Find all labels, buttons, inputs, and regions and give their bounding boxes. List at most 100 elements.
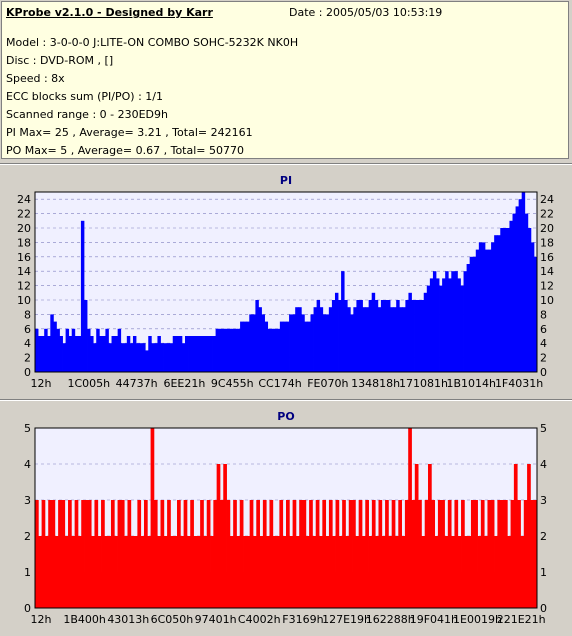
- pi-bar: [148, 336, 152, 372]
- scan-date: Date : 2005/05/03 10:53:19: [289, 6, 443, 19]
- po-bar: [68, 500, 72, 608]
- pi-bar: [117, 328, 122, 372]
- po-bar: [110, 500, 115, 608]
- pi-bar: [414, 300, 419, 372]
- pi-bar: [240, 321, 244, 372]
- pi-bar: [371, 292, 376, 372]
- po-x-tick-label: 6C050h: [151, 613, 194, 626]
- pi-bar: [77, 336, 82, 372]
- pi-y-tick-label-right: 2: [540, 352, 547, 365]
- po-bar: [226, 500, 231, 608]
- pi-bar: [387, 300, 391, 372]
- pi-bar: [249, 314, 253, 372]
- po-bar: [513, 464, 518, 608]
- pi-y-tick-label-right: 6: [540, 323, 547, 336]
- pi-bar: [212, 336, 216, 372]
- pi-bar: [163, 343, 168, 372]
- pi-bar: [344, 300, 348, 372]
- pi-bar: [439, 285, 443, 372]
- po-bar: [299, 500, 303, 608]
- po-bar: [101, 500, 105, 608]
- pi-bar: [484, 249, 489, 372]
- pi-y-tick-label-left: 18: [17, 236, 31, 249]
- pi-bar: [286, 321, 290, 372]
- po-stats-line: PO Max= 5 , Average= 0.67 , Total= 50770: [6, 144, 244, 157]
- pi-bar: [188, 336, 192, 372]
- pi-bar: [331, 300, 336, 372]
- po-bar: [342, 500, 346, 608]
- pi-bar: [184, 336, 189, 372]
- pi-bar: [237, 328, 241, 372]
- pi-bar: [206, 336, 210, 372]
- po-bar: [533, 500, 538, 608]
- po-bar: [269, 500, 274, 608]
- po-bar: [309, 500, 313, 608]
- pi-y-tick-label-right: 0: [540, 366, 547, 379]
- po-bar: [490, 500, 495, 608]
- pi-bar: [194, 336, 198, 372]
- po-bar: [239, 500, 244, 608]
- po-bar: [424, 500, 429, 608]
- pi-bar: [114, 336, 119, 372]
- po-y-tick-label-left: 4: [24, 458, 31, 471]
- pi-bar: [503, 228, 507, 372]
- pi-bar: [218, 328, 223, 372]
- po-x-tick-label: F3169h: [282, 613, 323, 626]
- pi-bar: [396, 300, 400, 372]
- pi-y-tick-label-right: 22: [540, 208, 554, 221]
- pi-bar: [475, 249, 480, 372]
- pi-bar: [524, 213, 529, 372]
- pi-bar: [62, 343, 67, 372]
- po-bar: [87, 500, 92, 608]
- po-bar: [219, 500, 224, 608]
- pi-bar: [328, 307, 333, 372]
- pi-bar: [154, 343, 158, 372]
- pi-bar: [402, 307, 406, 372]
- pi-bar: [316, 300, 321, 372]
- pi-bar: [383, 300, 388, 372]
- po-bar: [441, 500, 445, 608]
- pi-bar: [233, 328, 238, 372]
- po-bar: [223, 464, 227, 608]
- pi-bar: [518, 199, 523, 372]
- po-bar: [137, 500, 142, 608]
- pi-bar: [310, 314, 314, 372]
- po-bar: [527, 464, 531, 608]
- pi-bar: [181, 343, 186, 372]
- po-bar: [256, 500, 260, 608]
- pi-bar: [136, 343, 140, 372]
- pi-bar: [172, 336, 177, 372]
- po-bar: [378, 500, 383, 608]
- po-bar: [48, 500, 52, 608]
- pi-bar: [393, 307, 397, 372]
- po-bar: [213, 500, 218, 608]
- po-y-tick-label-right: 0: [540, 602, 547, 615]
- pi-bar: [145, 350, 149, 372]
- pi-y-tick-label-right: 16: [540, 251, 554, 264]
- po-bar: [418, 500, 422, 608]
- pi-x-tick-label: 171081h: [399, 377, 448, 390]
- po-y-tick-label-left: 1: [24, 566, 31, 579]
- po-bar: [437, 500, 442, 608]
- po-bar: [81, 500, 85, 608]
- pi-bar: [41, 336, 45, 372]
- pi-y-tick-label-right: 10: [540, 294, 554, 307]
- po-bar: [233, 500, 237, 608]
- pi-y-tick-label-left: 6: [24, 323, 31, 336]
- pi-y-tick-label-left: 24: [17, 193, 31, 206]
- ecc-line: ECC blocks sum (PI/PO) : 1/1: [6, 90, 163, 103]
- pi-bar: [527, 228, 532, 372]
- pi-bar: [169, 343, 174, 372]
- pi-bar: [35, 328, 39, 372]
- po-x-tick-label: 19F041h: [410, 613, 458, 626]
- info-panel: KProbe v2.1.0 - Designed by Karr Date : …: [1, 1, 569, 159]
- pi-bar: [448, 278, 452, 372]
- pi-bar: [435, 278, 440, 372]
- pi-y-tick-label-left: 12: [17, 280, 31, 293]
- pi-bar: [59, 336, 63, 372]
- pi-bar: [432, 271, 437, 372]
- pi-bar: [469, 256, 474, 372]
- po-bar: [461, 500, 465, 608]
- pi-bar: [68, 336, 73, 372]
- pi-bar: [53, 321, 57, 372]
